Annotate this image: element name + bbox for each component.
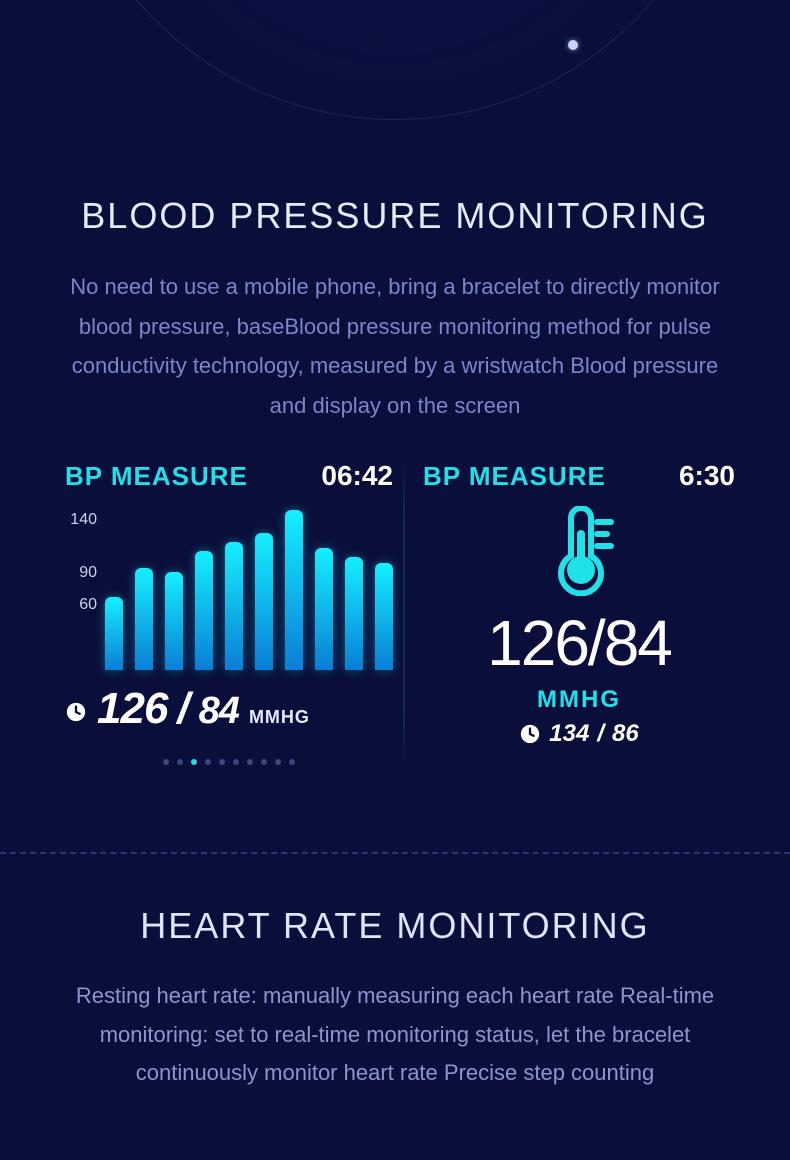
section-divider [0,852,790,854]
thermometer-icon [537,506,621,596]
pager-dot[interactable] [205,759,211,765]
sub-systolic: 134 [549,720,589,748]
bp-panel-chart: BP MEASURE 06:42 140 90 60 126 / 84 MMHG [65,460,393,770]
chart-bar [195,551,213,670]
reading-separator: / [597,720,604,748]
bp-reading-row: 126 / 84 MMHG [65,684,393,734]
clock-icon [519,723,541,745]
bp-measure-label: BP MEASURE [423,461,606,492]
y-tick-label: 140 [70,511,97,529]
pager-dot[interactable] [219,759,225,765]
hr-section: HEART RATE MONITORING Resting heart rate… [0,905,790,1093]
pager-dot[interactable] [275,759,281,765]
pager-dot[interactable] [177,759,183,765]
bp-main-reading: 126/84 [423,606,735,680]
chart-y-axis: 140 90 60 [65,510,101,670]
decorative-arc-dot [568,40,578,50]
systolic-value: 126 [97,684,167,734]
panel-divider [403,460,405,770]
pager-dot[interactable] [247,759,253,765]
chart-bar [165,572,183,670]
y-tick-label: 60 [79,596,97,614]
time-label: 6:30 [679,460,735,492]
diastolic-value: 84 [604,607,671,679]
pager-dot[interactable] [289,759,295,765]
chart-bar [345,557,363,670]
decorative-arc [55,0,735,120]
bp-unit: MMHG [423,686,735,714]
panel-header: BP MEASURE 6:30 [423,460,735,492]
chart-bar [315,548,333,670]
reading-separator: / [177,684,188,734]
chart-bar [225,542,243,670]
diastolic-value: 84 [199,690,239,733]
bp-title: BLOOD PRESSURE MONITORING [60,195,730,237]
bp-section: BLOOD PRESSURE MONITORING No need to use… [0,195,790,425]
bp-panels: BP MEASURE 06:42 140 90 60 126 / 84 MMHG B… [0,460,790,770]
chart-bar [135,568,153,670]
chart-bar [285,510,303,670]
bp-unit: MMHG [249,707,310,728]
pager-dot[interactable] [261,759,267,765]
pager-dot[interactable] [233,759,239,765]
pager-dot[interactable] [191,759,197,765]
time-label: 06:42 [321,460,393,492]
bp-measure-label: BP MEASURE [65,461,248,492]
chart-bar [375,563,393,670]
hr-description: Resting heart rate: manually measuring e… [70,977,720,1093]
systolic-value: 126 [487,607,588,679]
bp-panel-reading: BP MEASURE 6:30 126/84 MMHG 134 / 86 [423,460,735,770]
chart-bar [105,597,123,670]
panel-header: BP MEASURE 06:42 [65,460,393,492]
bp-bar-chart: 140 90 60 [65,510,393,670]
hr-title: HEART RATE MONITORING [70,905,720,947]
chart-bar [255,533,273,670]
y-tick-label: 90 [79,564,97,582]
bp-description: No need to use a mobile phone, bring a b… [60,267,730,425]
bp-sub-reading: 134 / 86 [423,720,735,748]
clock-icon [65,701,87,723]
pager-dot[interactable] [163,759,169,765]
sub-diastolic: 86 [612,720,639,748]
pager-dots[interactable] [65,752,393,770]
